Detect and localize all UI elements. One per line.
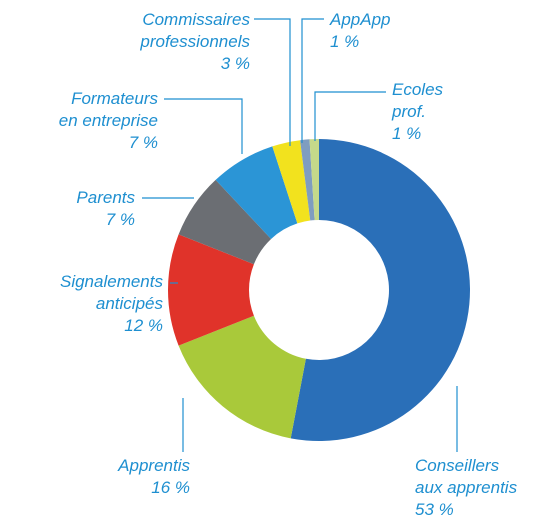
slice — [178, 179, 272, 265]
category-label: Apprentis — [118, 456, 190, 475]
value-label: 3 % — [220, 54, 250, 73]
category-label: Formateurs en entreprise — [58, 89, 158, 130]
leader-line — [164, 98, 243, 154]
slice — [167, 234, 254, 346]
slice-label: Parents 7 % — [76, 187, 135, 231]
category-label: Commissaires professionnels — [140, 10, 250, 51]
leader-line — [301, 18, 324, 143]
category-label: AppApp — [330, 10, 391, 29]
leader-line — [254, 18, 291, 146]
slice-label: Conseillers aux apprentis 53 % — [415, 455, 517, 516]
slices — [167, 139, 471, 441]
category-label: Ecoles prof. — [392, 80, 444, 121]
slice-label: Formateurs en entreprise 7 % — [59, 88, 158, 154]
slice-label: Signalements anticipés 12 % — [60, 271, 163, 337]
slice — [272, 140, 311, 224]
value-label: 7 % — [128, 133, 158, 152]
value-label: 16 % — [151, 478, 190, 497]
category-label: Conseillers aux apprentis — [415, 456, 518, 497]
value-label: 1 % — [330, 32, 360, 51]
category-label: Signalements anticipés — [59, 272, 163, 313]
slice-label: Commissaires professionnels 3 % — [140, 9, 250, 75]
slice — [300, 139, 315, 221]
value-label: 7 % — [105, 210, 135, 229]
value-label: 12 % — [124, 316, 163, 335]
leader-line — [314, 91, 386, 141]
slice — [290, 139, 471, 441]
leader-lines — [142, 18, 458, 452]
slice-label: Ecoles prof. 1 % — [392, 79, 443, 145]
value-label: 1 % — [392, 124, 422, 143]
slice — [178, 315, 306, 439]
slice — [309, 139, 319, 221]
value-label: 53 % — [415, 500, 454, 516]
slice-label: AppApp 1 % — [330, 9, 391, 53]
slice-label: Apprentis 16 % — [118, 455, 190, 499]
category-label: Parents — [76, 188, 135, 207]
slice — [215, 146, 298, 239]
